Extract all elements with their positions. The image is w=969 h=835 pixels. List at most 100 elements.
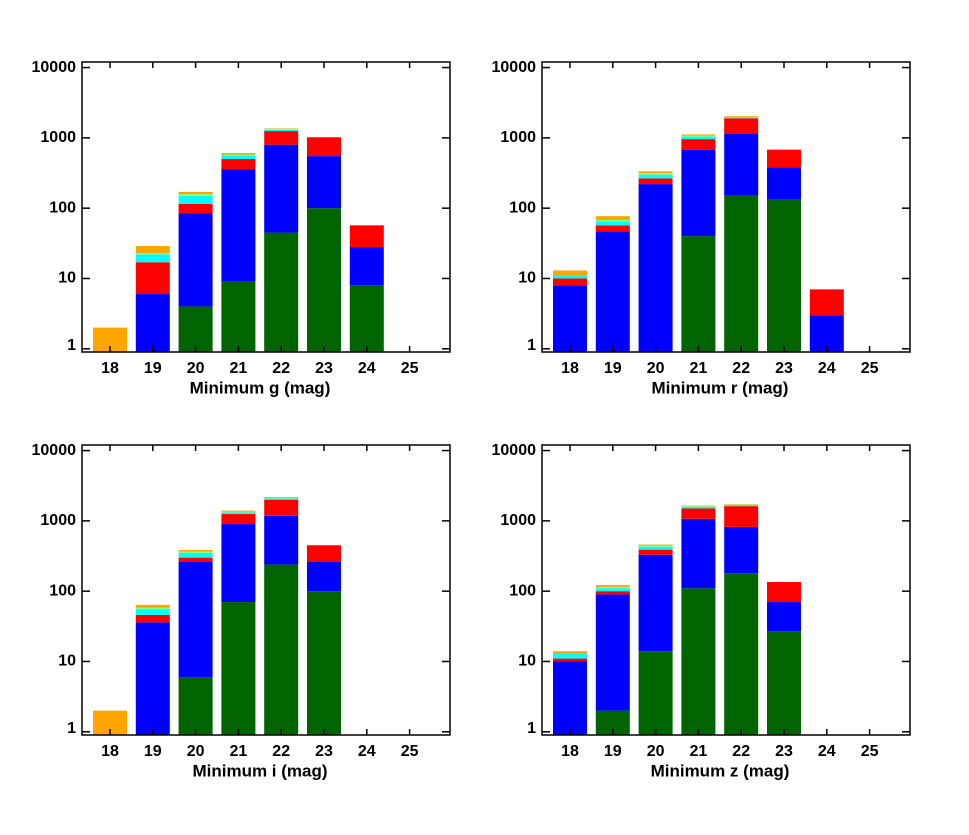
bar-segment — [639, 184, 673, 352]
bar-segment — [553, 659, 587, 662]
bar-segment — [596, 216, 630, 220]
x-tick-label: 25 — [401, 743, 419, 760]
x-tick-label: 18 — [561, 360, 579, 377]
bar-segment — [681, 236, 715, 352]
y-tick-label: 100 — [49, 582, 76, 599]
bar-segment — [553, 276, 587, 279]
bar-segment — [264, 500, 298, 516]
bar-segment — [681, 150, 715, 237]
bar-segment — [724, 506, 758, 527]
bar-segment — [596, 588, 630, 591]
x-tick-label: 19 — [144, 743, 162, 760]
bar-segment — [136, 246, 170, 253]
bar-segment — [767, 631, 801, 735]
bar-segment — [596, 220, 630, 221]
bar-segment — [681, 506, 715, 507]
y-tick-label: 10000 — [492, 442, 537, 459]
bar-segment — [553, 278, 587, 285]
y-tick-label: 10 — [58, 653, 76, 670]
bar-segment — [724, 117, 758, 118]
bar-segment — [724, 134, 758, 196]
bar-segment — [221, 511, 255, 512]
x-tick-label: 20 — [647, 743, 665, 760]
x-tick-label: 19 — [144, 360, 162, 377]
bar-segment — [639, 175, 673, 179]
bar-segment — [596, 594, 630, 710]
x-tick-label: 25 — [861, 360, 879, 377]
bar-segment — [179, 213, 213, 306]
bar-segment — [136, 608, 170, 610]
bar-segment — [596, 585, 630, 587]
y-tick-label: 10000 — [32, 59, 77, 76]
bar-segment — [639, 546, 673, 547]
bar-segment — [724, 117, 758, 118]
y-tick-label: 100 — [509, 199, 536, 216]
bar-segment — [307, 208, 341, 352]
bar-segment — [179, 192, 213, 194]
bar-segment — [596, 221, 630, 225]
x-tick-label: 24 — [358, 360, 376, 377]
y-tick-label: 1 — [67, 720, 76, 737]
x-tick-label: 18 — [561, 743, 579, 760]
bar-segment — [136, 615, 170, 622]
bar-segment — [179, 196, 213, 204]
bar-segment — [179, 552, 213, 553]
bar-segment — [179, 677, 213, 735]
bar-segment — [136, 622, 170, 735]
bar-segment — [221, 159, 255, 169]
bar-segment — [264, 499, 298, 500]
bar-segment — [307, 562, 341, 591]
bar-segment — [350, 247, 384, 285]
bar-segment — [639, 545, 673, 546]
bar-segment — [681, 519, 715, 588]
bar-segment — [264, 130, 298, 131]
bar-segment — [681, 507, 715, 509]
bar-segment — [221, 511, 255, 512]
bar-segment — [596, 225, 630, 231]
x-tick-label: 23 — [315, 360, 333, 377]
bar-segment — [136, 253, 170, 254]
y-tick-label: 10000 — [32, 442, 77, 459]
bar-segment — [264, 233, 298, 352]
bar-segment — [221, 169, 255, 282]
y-tick-label: 1 — [67, 337, 76, 354]
y-tick-label: 10000 — [492, 59, 537, 76]
bar-segment — [136, 609, 170, 614]
x-tick-label: 24 — [818, 360, 836, 377]
bar-segment — [264, 516, 298, 565]
x-tick-label: 21 — [230, 743, 248, 760]
x-tick-label: 18 — [101, 743, 119, 760]
bar-segment — [136, 262, 170, 294]
bar-segment — [221, 155, 255, 156]
bar-segment — [639, 555, 673, 651]
bar-segment — [639, 173, 673, 174]
y-tick-label: 1000 — [500, 129, 536, 146]
bar-segment — [596, 591, 630, 594]
bar-segment — [307, 545, 341, 562]
bar-segment — [179, 562, 213, 677]
x-tick-label: 22 — [272, 360, 290, 377]
bar-segment — [681, 506, 715, 507]
bar-segment — [681, 136, 715, 137]
bar-segment — [136, 254, 170, 262]
bar-segment — [639, 178, 673, 184]
bar-segment — [350, 225, 384, 247]
bar-segment — [264, 564, 298, 735]
bar-segment — [264, 128, 298, 129]
bar-segment — [179, 194, 213, 196]
bar-segment — [724, 196, 758, 352]
bar-segment — [596, 231, 630, 352]
bar-segment — [264, 131, 298, 145]
x-tick-label: 21 — [690, 360, 708, 377]
x-axis-title: Minimum r (mag) — [652, 378, 789, 397]
x-tick-label: 22 — [272, 743, 290, 760]
x-tick-label: 24 — [358, 743, 376, 760]
bar-segment — [307, 156, 341, 208]
y-tick-label: 10 — [518, 270, 536, 287]
x-tick-label: 20 — [647, 360, 665, 377]
y-tick-label: 1000 — [40, 129, 76, 146]
bar-segment — [264, 129, 298, 130]
bar-segment — [179, 550, 213, 552]
y-tick-label: 1 — [527, 337, 536, 354]
bar-segment — [724, 505, 758, 506]
